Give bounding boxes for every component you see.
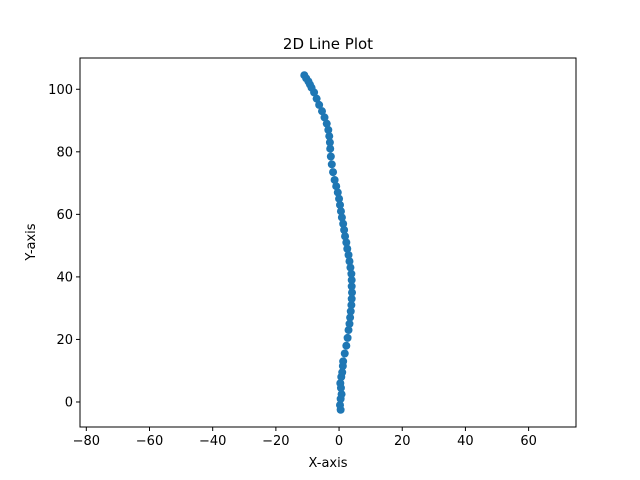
data-point [348, 288, 357, 297]
data-point [312, 94, 321, 103]
plot-frame [79, 57, 577, 428]
data-point [335, 194, 344, 203]
data-point [336, 207, 345, 216]
data-point [336, 200, 345, 209]
data-point [346, 263, 355, 272]
y-tick-label: 0 [65, 395, 73, 410]
x-tick-label: 60 [520, 434, 537, 449]
data-point [347, 282, 356, 291]
data-point [342, 341, 351, 350]
data-point [318, 107, 326, 116]
data-point [337, 390, 346, 399]
y-axis: 0 20 40 60 80 100 [48, 83, 80, 410]
data-point [347, 294, 356, 303]
data-point [347, 276, 356, 285]
data-point [339, 357, 348, 366]
data-point [326, 152, 335, 161]
data-point [325, 138, 334, 147]
data-point [332, 182, 341, 191]
series-0 [300, 71, 357, 414]
data-point [300, 71, 309, 80]
data-point [347, 269, 356, 278]
x-tick-label: 20 [394, 434, 411, 449]
data-point [327, 160, 336, 169]
data-point [315, 100, 324, 109]
y-tick-label: 100 [48, 83, 73, 98]
data-point [345, 319, 354, 328]
x-tick-label: 40 [457, 434, 474, 449]
y-tick-label: 80 [56, 145, 73, 160]
y-tick-label: 60 [56, 208, 73, 223]
data-point [333, 188, 342, 197]
data-point [346, 313, 355, 322]
data-point [341, 232, 350, 241]
data-point [325, 132, 334, 141]
data-point [330, 175, 339, 184]
data-point [336, 401, 345, 410]
data-point [342, 238, 351, 247]
x-tick-label: −40 [199, 434, 226, 449]
data-point [322, 119, 331, 128]
x-axis-label: X-axis [309, 456, 348, 471]
data-point [346, 307, 355, 316]
data-point [329, 168, 338, 177]
chart-title: 2D Line Plot [283, 35, 373, 53]
y-axis-label: Y-axis [24, 223, 39, 261]
series-layer [300, 71, 357, 414]
data-point [320, 113, 329, 122]
data-point [347, 301, 356, 310]
x-axis: −80 −60 −40 −20 0 20 40 60 [73, 427, 537, 449]
data-point [344, 326, 353, 335]
data-point [345, 257, 354, 266]
plot-area [79, 57, 577, 428]
x-tick-label: −60 [136, 434, 163, 449]
data-point [324, 125, 333, 134]
y-tick-label: 40 [56, 270, 73, 285]
x-tick-label: −80 [73, 434, 100, 449]
data-point [326, 144, 335, 153]
y-tick-label: 20 [56, 333, 73, 348]
data-point [340, 225, 349, 234]
data-point [344, 251, 353, 260]
x-tick-label: −20 [262, 434, 289, 449]
data-point [340, 349, 349, 358]
data-point [338, 368, 347, 377]
data-point [343, 244, 352, 253]
data-point [343, 333, 352, 342]
x-tick-label: 0 [335, 434, 343, 449]
data-point [337, 213, 346, 222]
data-point [336, 379, 345, 388]
data-point [339, 219, 348, 228]
